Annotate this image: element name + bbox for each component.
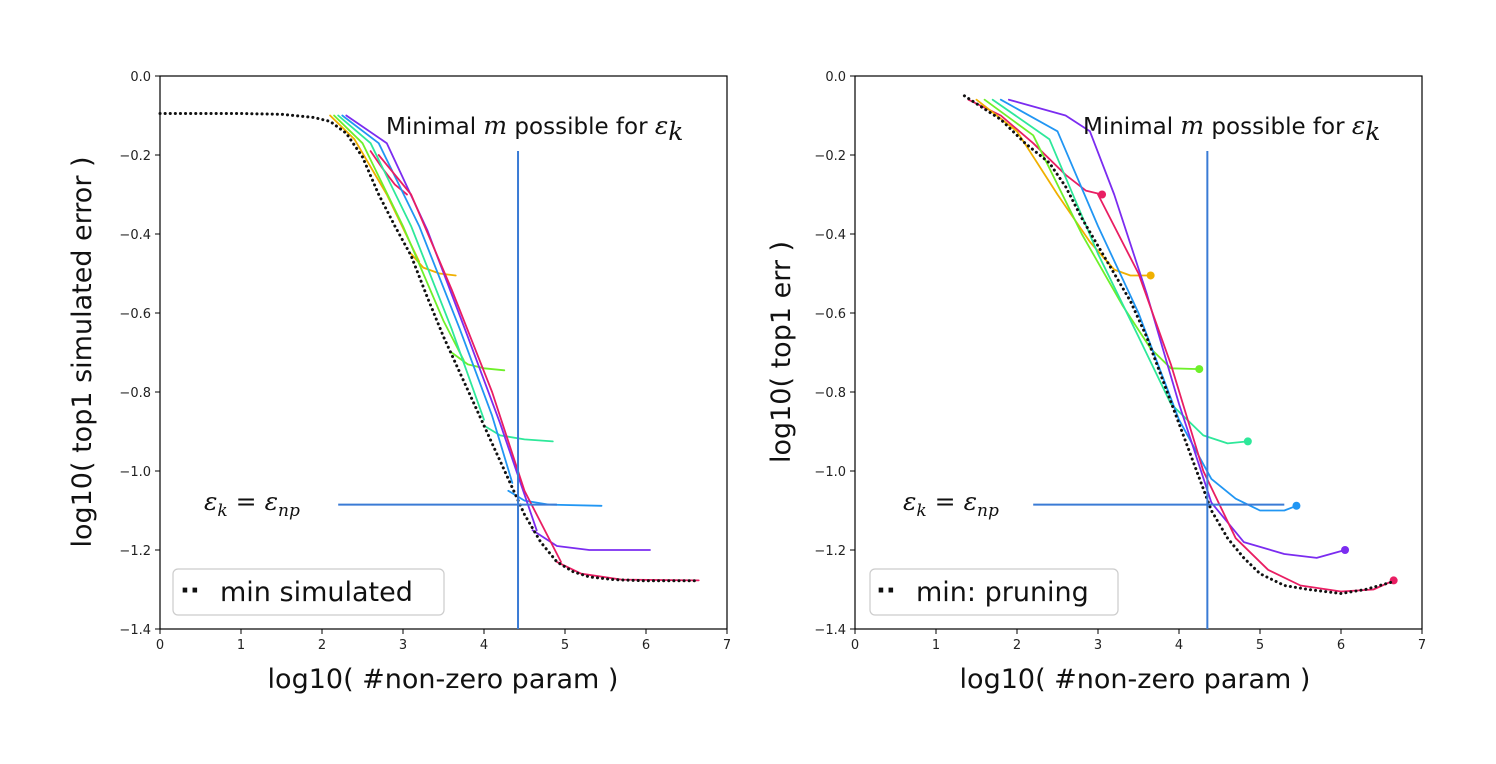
right-x-tick-label: 2 xyxy=(1013,638,1021,653)
right-series-c4-end-marker xyxy=(1243,437,1252,446)
left-series-f6 xyxy=(377,154,562,563)
right-x-axis-label: log10( #non-zero param ) xyxy=(960,664,1311,695)
right-series-c1 xyxy=(967,98,1103,196)
right-x-tick-label: 1 xyxy=(932,638,940,653)
right-series-c6 xyxy=(1008,98,1346,559)
right-x-tick-label: 3 xyxy=(1094,638,1102,653)
right-series-c2 xyxy=(975,98,1152,277)
left-y-axis-label: log10( top1 simulated error ) xyxy=(67,156,98,547)
left-y-tick-label: −1.2 xyxy=(119,544,151,559)
left-x-tick-label: 2 xyxy=(318,638,326,653)
right-chart: 0 1 2 3 4 5 6 70.0−0.2−0.4−0.6−0.8−1.0−1.2−1.4 … xyxy=(766,70,1426,695)
left-series-f5 xyxy=(345,114,538,532)
right-y-tick-label: −1.4 xyxy=(814,623,846,638)
right-series-c1-end-marker xyxy=(1098,190,1107,199)
left-x-tick-label: 5 xyxy=(561,638,569,653)
left-series-group xyxy=(158,112,701,583)
right-x-tick-label: 4 xyxy=(1175,638,1183,653)
right-series-c2-end-marker xyxy=(1146,271,1155,280)
right-x-tick-label: 7 xyxy=(1418,638,1426,653)
right-x-tick-label: 6 xyxy=(1337,638,1345,653)
right-legend: ·· min: pruning xyxy=(869,568,1119,616)
left-series-f4 xyxy=(341,114,514,484)
left-legend-marker: ·· xyxy=(180,576,200,606)
left-y-tick-label: −1.0 xyxy=(119,465,151,480)
left-series-c6 xyxy=(531,529,651,551)
right-x-tick-label: 5 xyxy=(1256,638,1264,653)
left-y-tick-label: −0.6 xyxy=(119,307,151,322)
right-y-tick-label: 0.0 xyxy=(825,70,846,85)
right-y-tick-label: −1.0 xyxy=(814,465,846,480)
right-series-c5 xyxy=(999,98,1298,512)
right-axis-ticks: 0 1 2 3 4 5 6 7 0.0 −0.2 −0.4 −0.6 −0.8 −1.0 −1.2 −1.4 xyxy=(814,70,1426,653)
left-series-c4 xyxy=(483,424,554,443)
left-y-tick-label: −1.4 xyxy=(119,623,151,638)
left-chart: 0 1 2 3 4 5 6 70.0−0.2−0.4−0.6−0.8−1.0−1.2−1.4 … xyxy=(67,70,731,695)
left-legend: ·· min simulated xyxy=(172,568,445,616)
right-series-c6-end-marker xyxy=(1341,546,1350,554)
left-series-f2 xyxy=(333,114,465,362)
left-x-tick-label: 0 xyxy=(156,638,164,653)
left-x-tick-label: 4 xyxy=(480,638,488,653)
right-y-tick-label: −1.2 xyxy=(814,544,846,559)
left-x-tick-label: 7 xyxy=(723,638,731,653)
right-y-tick-label: −0.6 xyxy=(814,307,846,322)
left-x-axis-label: log10( #non-zero param ) xyxy=(268,664,619,695)
right-series-c3-end-marker xyxy=(1195,365,1204,374)
left-axis-ticks: 0 1 2 3 4 5 6 7 0.0 −0.2 −0.4 −0.6 −0.8 −1.0 −1.2 −1.4 xyxy=(119,70,731,653)
right-series-c5-end-marker xyxy=(1292,501,1301,510)
right-series-min xyxy=(962,94,1396,595)
left-series-c3 xyxy=(450,351,506,372)
left-x-tick-label: 3 xyxy=(399,638,407,653)
left-plot-area xyxy=(159,75,728,630)
right-y-tick-label: −0.2 xyxy=(814,149,846,164)
right-eps-label: εk = εnp xyxy=(903,487,999,521)
left-x-tick-label: 6 xyxy=(642,638,650,653)
left-series-f3 xyxy=(337,114,485,421)
right-y-axis-label: log10( top1 err ) xyxy=(766,241,797,463)
right-y-tick-label: −0.8 xyxy=(814,386,846,401)
right-y-tick-label: −0.4 xyxy=(814,228,846,243)
right-plot-area xyxy=(854,75,1423,630)
left-series-min xyxy=(158,112,701,583)
left-y-tick-label: −0.4 xyxy=(119,228,151,243)
right-legend-marker: ·· xyxy=(876,576,896,606)
left-eps-label: εk = εnp xyxy=(204,487,300,521)
right-annotation: Minimal m possible for εk xyxy=(1083,111,1380,146)
left-x-tick-label: 1 xyxy=(237,638,245,653)
left-y-tick-label: −0.2 xyxy=(119,149,151,164)
right-x-tick-label: 0 xyxy=(851,638,859,653)
right-series-c4 xyxy=(991,98,1249,445)
left-y-tick-label: 0.0 xyxy=(130,70,151,85)
right-series-group xyxy=(962,94,1398,595)
left-annotation: Minimal m possible for εk xyxy=(386,111,683,146)
left-y-tick-label: −0.8 xyxy=(119,386,151,401)
left-legend-label: min simulated xyxy=(220,577,413,608)
right-legend-label: min: pruning xyxy=(916,577,1089,608)
